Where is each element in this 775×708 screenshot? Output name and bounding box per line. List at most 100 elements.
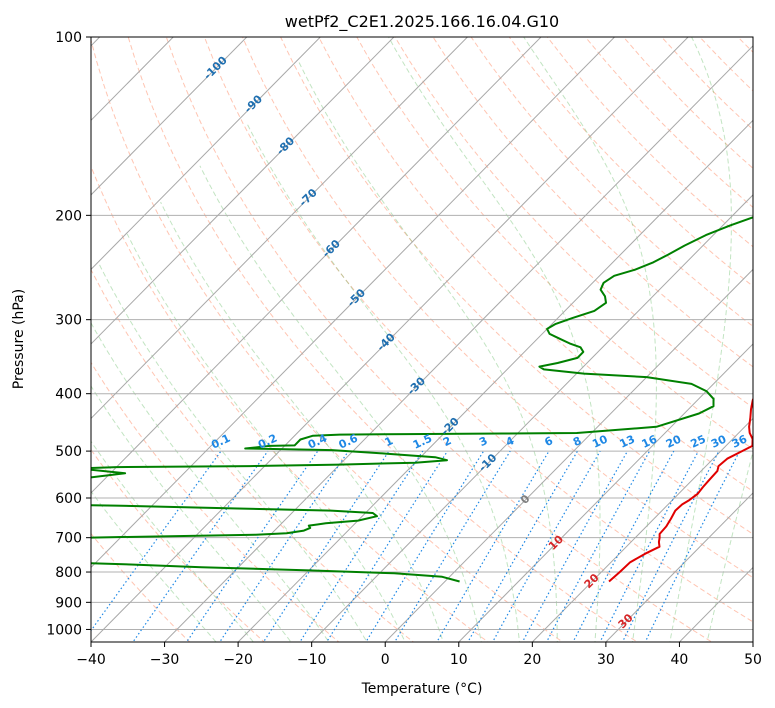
moist-adiabat-line	[199, 165, 482, 642]
y-tick-label: 700	[55, 531, 82, 547]
moist-adiabat-line	[91, 490, 217, 642]
isotherm-line	[91, 37, 689, 642]
moist-adiabat-line	[160, 201, 444, 642]
mixing-ratio-line	[185, 450, 319, 642]
mixing-ratio-line	[521, 450, 629, 642]
dry-adiabat-line	[508, 37, 753, 287]
y-axis: 100 200 300 400 500 600 700 800 900 1000	[46, 30, 91, 638]
moist-adiabat-line	[126, 233, 406, 642]
x-tick-label: −40	[76, 652, 106, 668]
moist-adiabat-line	[388, 37, 601, 642]
mixing-ratio-line	[91, 450, 222, 632]
dry-adiabat-line	[91, 448, 265, 642]
mixing-ratio-label: 36	[730, 432, 750, 450]
mixing-ratio-line	[436, 450, 550, 642]
y-tick-label: 1000	[46, 622, 82, 638]
mixing-ratio-label: 3	[477, 434, 489, 449]
isotherm-line	[91, 37, 616, 569]
mixing-ratio-label: 10	[590, 432, 610, 450]
mixing-ratio-line	[644, 450, 741, 642]
y-tick-label: 100	[55, 30, 82, 46]
x-tick-label: −10	[297, 652, 327, 668]
moist-adiabat-line	[97, 262, 368, 642]
mixing-ratio-line	[467, 450, 579, 642]
moist-adiabat-line	[298, 61, 558, 642]
y-tick-label: 800	[55, 565, 82, 581]
isotherm-line	[237, 119, 753, 642]
temperature-profile-line	[608, 397, 753, 583]
mixing-ratio-label: 20	[664, 432, 684, 450]
x-tick-label: 40	[671, 652, 689, 668]
x-tick-label: 30	[597, 652, 615, 668]
y-tick-label: 300	[55, 313, 82, 329]
mixing-ratio-label: 25	[689, 433, 708, 451]
dry-adiabat-line	[91, 268, 415, 642]
mixing-ratio-label: 1	[383, 434, 395, 449]
moist-adiabat-line	[91, 440, 255, 642]
isotherm-line	[458, 343, 753, 642]
isotherm-line	[605, 492, 753, 642]
isotherm-line	[531, 417, 753, 642]
isotherm-line	[91, 37, 174, 122]
dry-adiabat-line	[91, 532, 191, 642]
moist-adiabat-line	[91, 385, 292, 642]
x-tick-label: 50	[744, 652, 762, 668]
mixing-ratio-line	[219, 450, 349, 642]
isotherm-line	[752, 641, 753, 642]
mixing-ratio-line	[325, 450, 449, 642]
y-tick-label: 400	[55, 387, 82, 403]
mixing-ratio-line	[394, 450, 511, 642]
dry-adiabat-line	[127, 37, 639, 642]
isotherm-line	[91, 37, 322, 271]
mixing-ratio-label: 8	[571, 434, 583, 449]
mixing-ratio-line	[262, 450, 390, 642]
moist-adiabat-line	[669, 37, 733, 642]
isotherm-line	[163, 45, 753, 642]
isotherm-line	[384, 268, 753, 642]
dry-adiabat-line	[203, 37, 753, 623]
dry-adiabat-line	[394, 37, 753, 409]
mixing-ratio-label: 13	[618, 433, 637, 451]
x-tick-label: −30	[150, 652, 180, 668]
mixing-ratio-line	[572, 450, 675, 642]
x-axis-label: Temperature (°C)	[361, 681, 483, 697]
moist-adiabat-line	[523, 37, 657, 642]
mixing-ratio-line	[132, 450, 269, 642]
x-tick-label: 10	[450, 652, 468, 668]
y-tick-label: 200	[55, 208, 82, 224]
dry-adiabat-line	[432, 37, 753, 368]
dry-adiabat-line	[280, 37, 753, 535]
plot-frame	[90, 36, 754, 643]
y-axis-label: Pressure (hPa)	[11, 289, 27, 389]
dewpoint-profile-line	[91, 216, 753, 583]
isotherm-line	[310, 194, 753, 642]
mixing-ratio-lines	[91, 450, 741, 642]
x-tick-label: −20	[223, 652, 253, 668]
isobars	[91, 37, 753, 630]
dry-adiabat-line	[91, 165, 489, 642]
dry-adiabat-line	[699, 37, 753, 92]
dry-adiabat-line	[356, 37, 753, 450]
isotherm-line	[91, 37, 542, 494]
isotherm-line	[91, 37, 469, 420]
chart-title: wetPf2_C2E1.2025.166.16.04.G10	[285, 12, 559, 32]
mixing-ratio-line	[545, 450, 651, 642]
dry-adiabat-line	[165, 37, 713, 642]
y-tick-label: 500	[55, 444, 82, 460]
dry-adiabat-line	[91, 361, 340, 642]
dry-adiabat-line	[660, 37, 753, 131]
moist-adiabat-line	[706, 449, 753, 642]
dry-adiabat-line	[318, 37, 753, 492]
x-axis: −40 −30 −20 −10 0 10 20 30 40 50	[76, 642, 762, 668]
isotherm-line	[91, 37, 395, 345]
isotherms	[91, 37, 753, 642]
mixing-ratio-label: 30	[709, 432, 729, 450]
dry-adiabat-line	[584, 37, 753, 209]
mixing-ratio-label: 0.1	[209, 432, 232, 452]
x-tick-label: 0	[381, 652, 390, 668]
mixing-ratio-label: 6	[543, 434, 556, 449]
mixing-ratio-line	[365, 450, 485, 642]
y-tick-label: 600	[55, 491, 82, 507]
profiles	[91, 216, 753, 583]
